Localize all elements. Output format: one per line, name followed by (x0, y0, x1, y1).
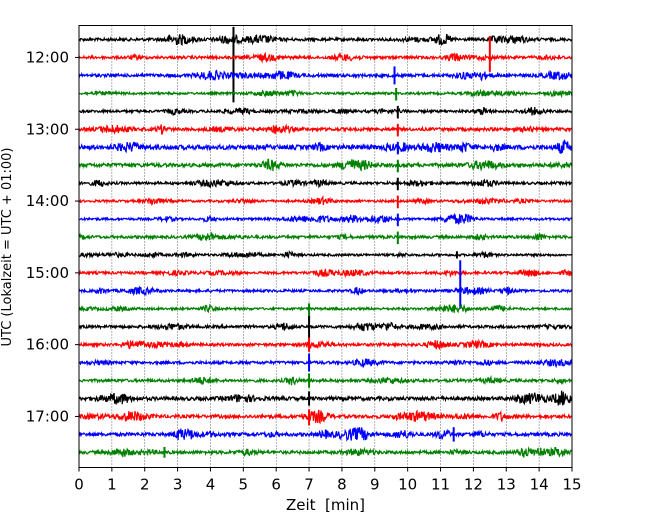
trace-1715 (78, 427, 573, 443)
x-tick-label: 12 (464, 476, 483, 494)
x-ticks: 0 1 2 3 4 5 6 7 8 9 10 11 12 13 14 15 (74, 467, 582, 494)
trace-1345 (78, 178, 573, 189)
traces (78, 26, 573, 458)
x-tick-label: 8 (337, 476, 347, 494)
x-tick-label: 15 (562, 476, 581, 494)
trace-1400 (78, 195, 573, 207)
trace-1430 (78, 231, 573, 242)
plot-frame (78, 25, 573, 468)
trace-1545 (78, 321, 573, 332)
y-tick-label: 17:00 (26, 407, 69, 425)
x-tick-label: 13 (497, 476, 516, 494)
trace-1245 (78, 106, 573, 117)
y-tick-label: 15:00 (26, 264, 69, 282)
trace-1500 (78, 268, 573, 279)
trace-1700 (78, 409, 573, 425)
trace-1145 (78, 33, 573, 47)
y-ticks: 12:00 13:00 14:00 15:00 16:00 17:00 (26, 48, 79, 425)
x-tick-label: 7 (304, 476, 314, 494)
x-tick-label: 5 (239, 476, 249, 494)
trace-1315 (78, 139, 573, 154)
trace-1615 (78, 358, 573, 369)
trace-1600 (78, 338, 573, 351)
y-tick-label: 13:00 (26, 120, 69, 138)
trace-1300 (78, 123, 573, 135)
y-axis-label: UTC (Lokalzeit = UTC + 01:00) (0, 148, 15, 347)
x-tick-label: 4 (206, 476, 216, 494)
trace-1330 (78, 158, 573, 173)
x-tick-label: 14 (530, 476, 549, 494)
trace-1530 (78, 303, 573, 314)
x-tick-label: 6 (271, 476, 281, 494)
y-tick-label: 12:00 (26, 48, 69, 66)
trace-1630 (78, 374, 573, 386)
y-tick-label: 14:00 (26, 192, 69, 210)
x-tick-label: 9 (370, 476, 380, 494)
x-tick-label: 11 (431, 476, 450, 494)
x-tick-label: 0 (74, 476, 84, 494)
trace-1215 (78, 69, 573, 82)
trace-1230 (78, 88, 573, 99)
trace-1730 (78, 445, 573, 458)
x-tick-label: 1 (107, 476, 117, 494)
x-tick-label: 10 (398, 476, 417, 494)
trace-1445 (78, 250, 573, 260)
x-tick-label: 3 (173, 476, 183, 494)
x-tick-label: 2 (140, 476, 150, 494)
trace-1645 (78, 390, 573, 406)
trace-1415 (78, 212, 573, 225)
trace-1515 (78, 285, 573, 297)
y-tick-label: 16:00 (26, 336, 69, 354)
x-axis-label: Zeit [min] (286, 496, 365, 514)
trace-1200 (78, 51, 573, 64)
